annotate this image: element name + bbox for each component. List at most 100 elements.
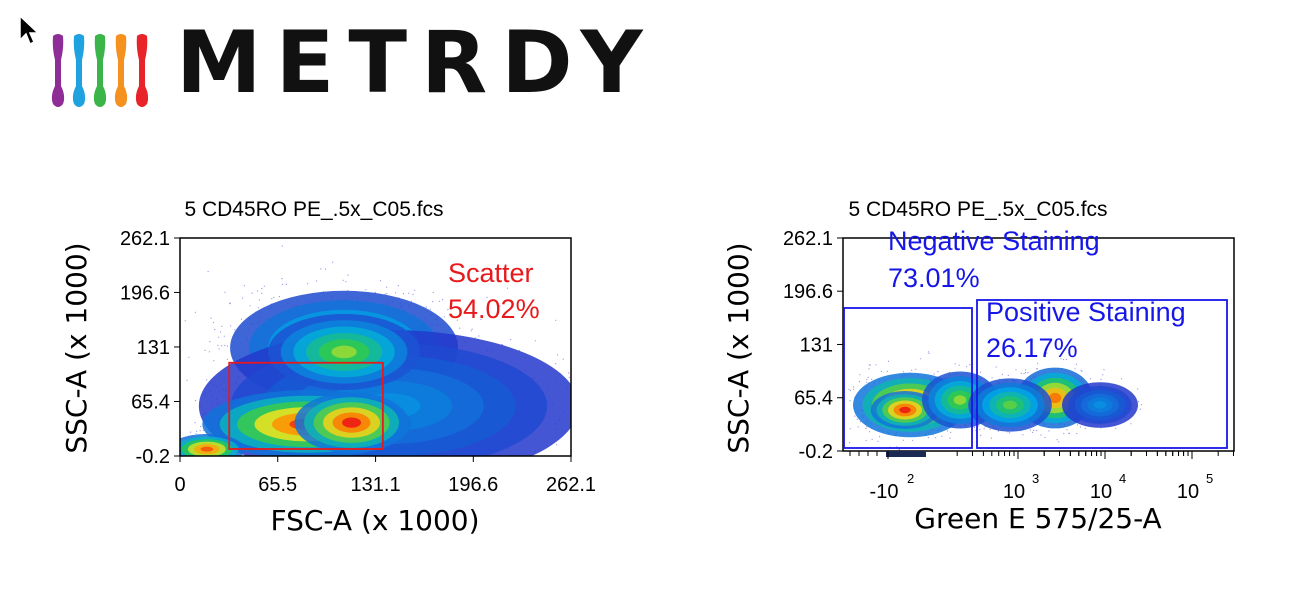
staining-event xyxy=(856,418,858,420)
staining-event xyxy=(954,363,956,365)
logo-bar xyxy=(114,34,128,107)
scatter-event xyxy=(278,296,280,298)
gate-percent: 54.02% xyxy=(448,294,540,324)
staining-event xyxy=(849,400,851,402)
y-tick-label: 65.4 xyxy=(131,391,170,413)
staining-event xyxy=(1024,372,1027,374)
staining-event xyxy=(1015,369,1017,371)
staining-density-contour xyxy=(1093,401,1107,409)
staining-event xyxy=(1007,431,1009,433)
staining-event xyxy=(1035,430,1038,432)
scatter-event xyxy=(226,345,229,347)
scatter-event xyxy=(218,336,220,338)
logo-bar xyxy=(93,34,107,107)
staining-event xyxy=(838,414,839,415)
scatter-event xyxy=(447,309,449,311)
scatter-event xyxy=(240,318,243,320)
scatter-event xyxy=(320,268,322,270)
x-tick-exponent: 3 xyxy=(1032,471,1039,486)
scatter-event xyxy=(213,360,215,362)
staining-event xyxy=(857,426,859,428)
staining-event xyxy=(1058,441,1060,443)
staining-event xyxy=(1020,372,1022,374)
x-tick-label: 262.1 xyxy=(546,474,596,496)
staining-event xyxy=(859,421,862,423)
y-tick-label: -0.2 xyxy=(136,446,170,468)
scatter-event xyxy=(195,399,197,402)
staining-event xyxy=(969,364,971,366)
staining-density-contour xyxy=(899,406,911,414)
scatter-event xyxy=(273,296,275,298)
staining-event xyxy=(1066,429,1068,431)
staining-event xyxy=(1029,429,1032,431)
staining-event xyxy=(1065,358,1067,360)
staining-event xyxy=(949,437,951,439)
staining-event xyxy=(1115,427,1117,429)
staining-event xyxy=(1079,426,1081,428)
scatter-event xyxy=(213,321,215,324)
scatter-event xyxy=(397,285,399,287)
scatter-event xyxy=(470,330,472,332)
scatter-event xyxy=(258,307,260,309)
scatter-event xyxy=(486,296,488,298)
scatter-density-contour xyxy=(331,345,357,359)
y-tick-label: -0.2 xyxy=(799,441,833,463)
staining-event xyxy=(865,439,867,442)
scatter-event xyxy=(384,293,386,295)
staining-event xyxy=(1040,434,1042,436)
scatter-event xyxy=(425,306,427,308)
staining-event xyxy=(868,364,871,366)
staining-event xyxy=(1080,369,1082,371)
staining-event xyxy=(871,438,873,440)
scatter-event xyxy=(202,429,204,431)
staining-event xyxy=(834,399,835,400)
y-tick-label: 131 xyxy=(137,337,170,359)
scatter-event xyxy=(249,305,251,307)
scatter-event xyxy=(347,289,349,292)
staining-event xyxy=(1031,431,1034,433)
logo-bar xyxy=(135,34,148,107)
x-tick-label: 131.1 xyxy=(351,474,401,496)
scatter-event xyxy=(196,430,198,432)
staining-event xyxy=(1060,358,1062,360)
staining-event xyxy=(848,388,850,390)
staining-event xyxy=(958,364,960,366)
staining-event xyxy=(859,374,861,376)
scatter-event xyxy=(285,283,287,285)
scatter-event xyxy=(224,291,226,293)
scatter-event xyxy=(555,319,557,321)
scatter-event xyxy=(510,338,512,341)
staining-event xyxy=(1023,373,1025,375)
x-tick-label: 10 xyxy=(1177,481,1199,503)
staining-event xyxy=(997,430,1000,432)
staining-event xyxy=(966,366,968,368)
scatter-event xyxy=(534,340,536,342)
staining-event xyxy=(1102,374,1104,376)
staining-event xyxy=(978,425,980,427)
staining-event xyxy=(1140,404,1142,406)
scatter-event xyxy=(258,299,260,301)
staining-event xyxy=(871,378,873,380)
staining-event xyxy=(853,386,855,388)
staining-event xyxy=(911,369,913,371)
scatter-event xyxy=(395,292,397,294)
staining-event xyxy=(1027,372,1029,374)
scatter-event xyxy=(242,297,244,299)
scatter-event xyxy=(345,281,347,283)
staining-event xyxy=(1139,408,1141,410)
scatter-event xyxy=(207,270,209,273)
scatter-event xyxy=(210,317,212,319)
staining-event xyxy=(854,415,856,417)
staining-event xyxy=(1009,354,1011,356)
scatter-event xyxy=(186,379,188,381)
staining-event xyxy=(915,368,917,370)
scatter-event xyxy=(478,270,480,272)
staining-event xyxy=(1103,369,1105,371)
staining-event xyxy=(1036,368,1038,370)
scatter-event xyxy=(386,292,388,295)
scatter-event xyxy=(432,301,434,303)
staining-event xyxy=(880,370,883,373)
scatter-event xyxy=(307,283,309,285)
scatter-event xyxy=(257,290,259,292)
staining-event xyxy=(1090,378,1092,380)
